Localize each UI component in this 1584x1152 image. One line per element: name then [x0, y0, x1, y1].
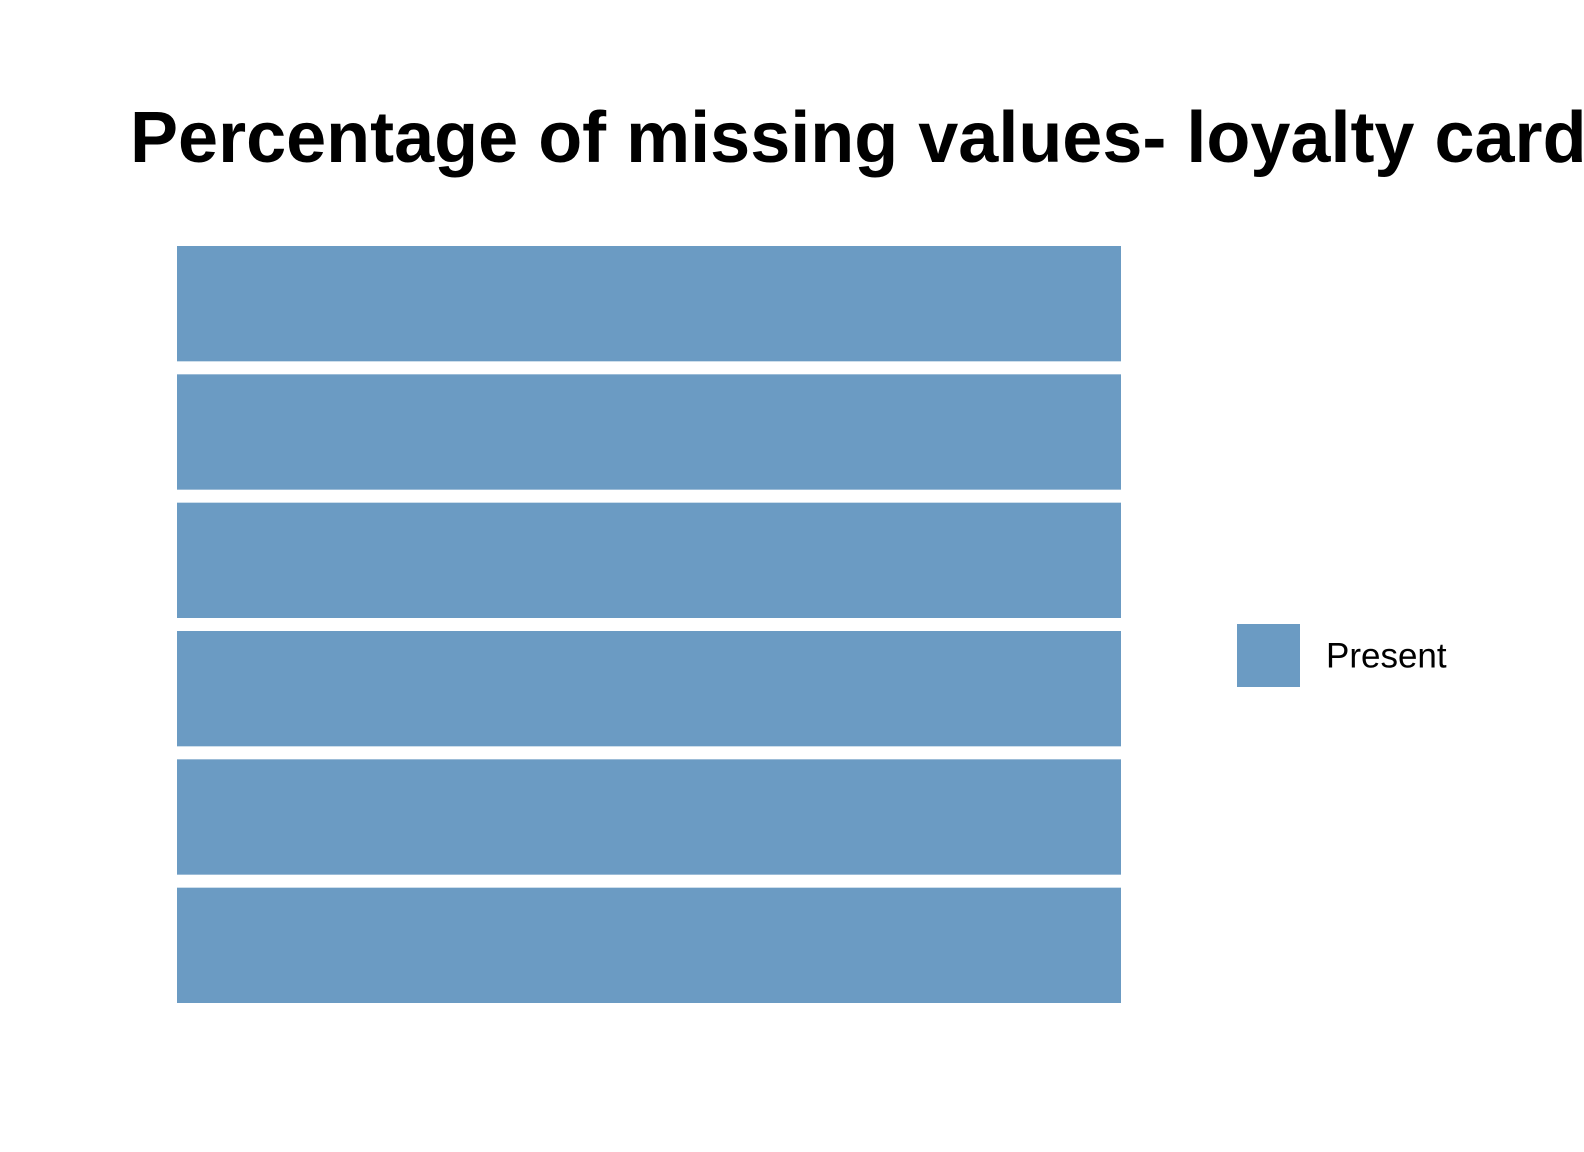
- legend-label-present: Present: [1326, 637, 1447, 676]
- chart-title: Percentage of missing values- loyalty ca…: [130, 98, 1584, 178]
- bar-3-present: [177, 502, 1121, 618]
- bars-group: [177, 246, 1121, 1003]
- legend: Present: [1237, 624, 1447, 687]
- bar-2-present: [177, 374, 1121, 490]
- bar-5-present: [177, 759, 1121, 875]
- bar-4-present: [177, 631, 1121, 747]
- legend-key-present: [1237, 624, 1300, 687]
- bar-1-present: [177, 246, 1121, 362]
- bar-6-present: [177, 887, 1121, 1003]
